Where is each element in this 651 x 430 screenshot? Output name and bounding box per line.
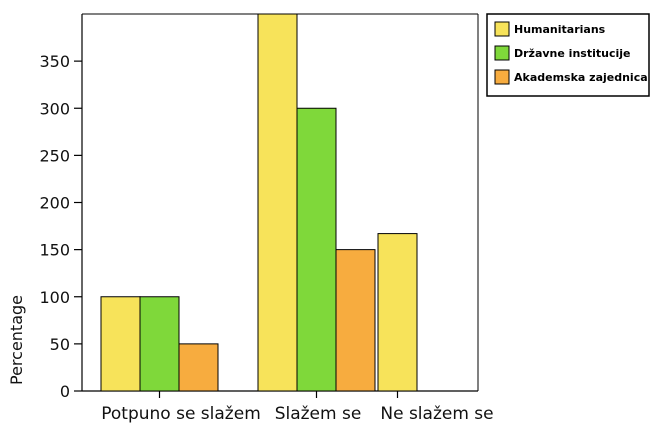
x-axis-ticks: Potpuno se slažem Slažem se Ne slažem se bbox=[101, 391, 494, 424]
legend-label: Humanitarians bbox=[514, 23, 606, 36]
y-tick-label: 0 bbox=[60, 382, 70, 401]
bar-humanitarians-2 bbox=[377, 233, 418, 392]
y-tick-label: 100 bbox=[39, 288, 70, 307]
legend: Humanitarians Državne institucije Akademsk… bbox=[486, 13, 650, 97]
y-tick-label: 250 bbox=[39, 146, 70, 165]
y-tick-label: 150 bbox=[39, 241, 70, 260]
x-tick-label: Slažem se bbox=[275, 404, 362, 424]
bars bbox=[100, 13, 418, 392]
legend-swatch bbox=[494, 45, 510, 61]
bar-humanitarians-0 bbox=[100, 296, 141, 392]
legend-swatch bbox=[494, 21, 510, 37]
bar-dr-avne-institucije-1 bbox=[296, 107, 337, 392]
y-axis-ticks: 0 50 100 150 200 250 300 350 bbox=[39, 52, 82, 401]
y-tick-label: 300 bbox=[39, 99, 70, 118]
y-tick-label: 50 bbox=[50, 335, 70, 354]
x-tick-label: Ne slažem se bbox=[380, 404, 493, 424]
bar-dr-avne-institucije-0 bbox=[139, 296, 180, 392]
legend-swatch bbox=[494, 69, 510, 85]
bar-akademska-zajednica-0 bbox=[178, 343, 219, 392]
bar-humanitarians-1 bbox=[257, 13, 298, 392]
y-axis-title: Percentage bbox=[7, 295, 26, 385]
x-tick-label: Potpuno se slažem bbox=[101, 404, 261, 424]
y-tick-label: 200 bbox=[39, 194, 70, 213]
legend-label: Državne institucije bbox=[514, 47, 630, 60]
legend-label: Akademska zajednica bbox=[514, 71, 648, 84]
y-tick-label: 350 bbox=[39, 52, 70, 71]
bar-akademska-zajednica-1 bbox=[335, 249, 376, 392]
legend-box bbox=[486, 13, 650, 97]
